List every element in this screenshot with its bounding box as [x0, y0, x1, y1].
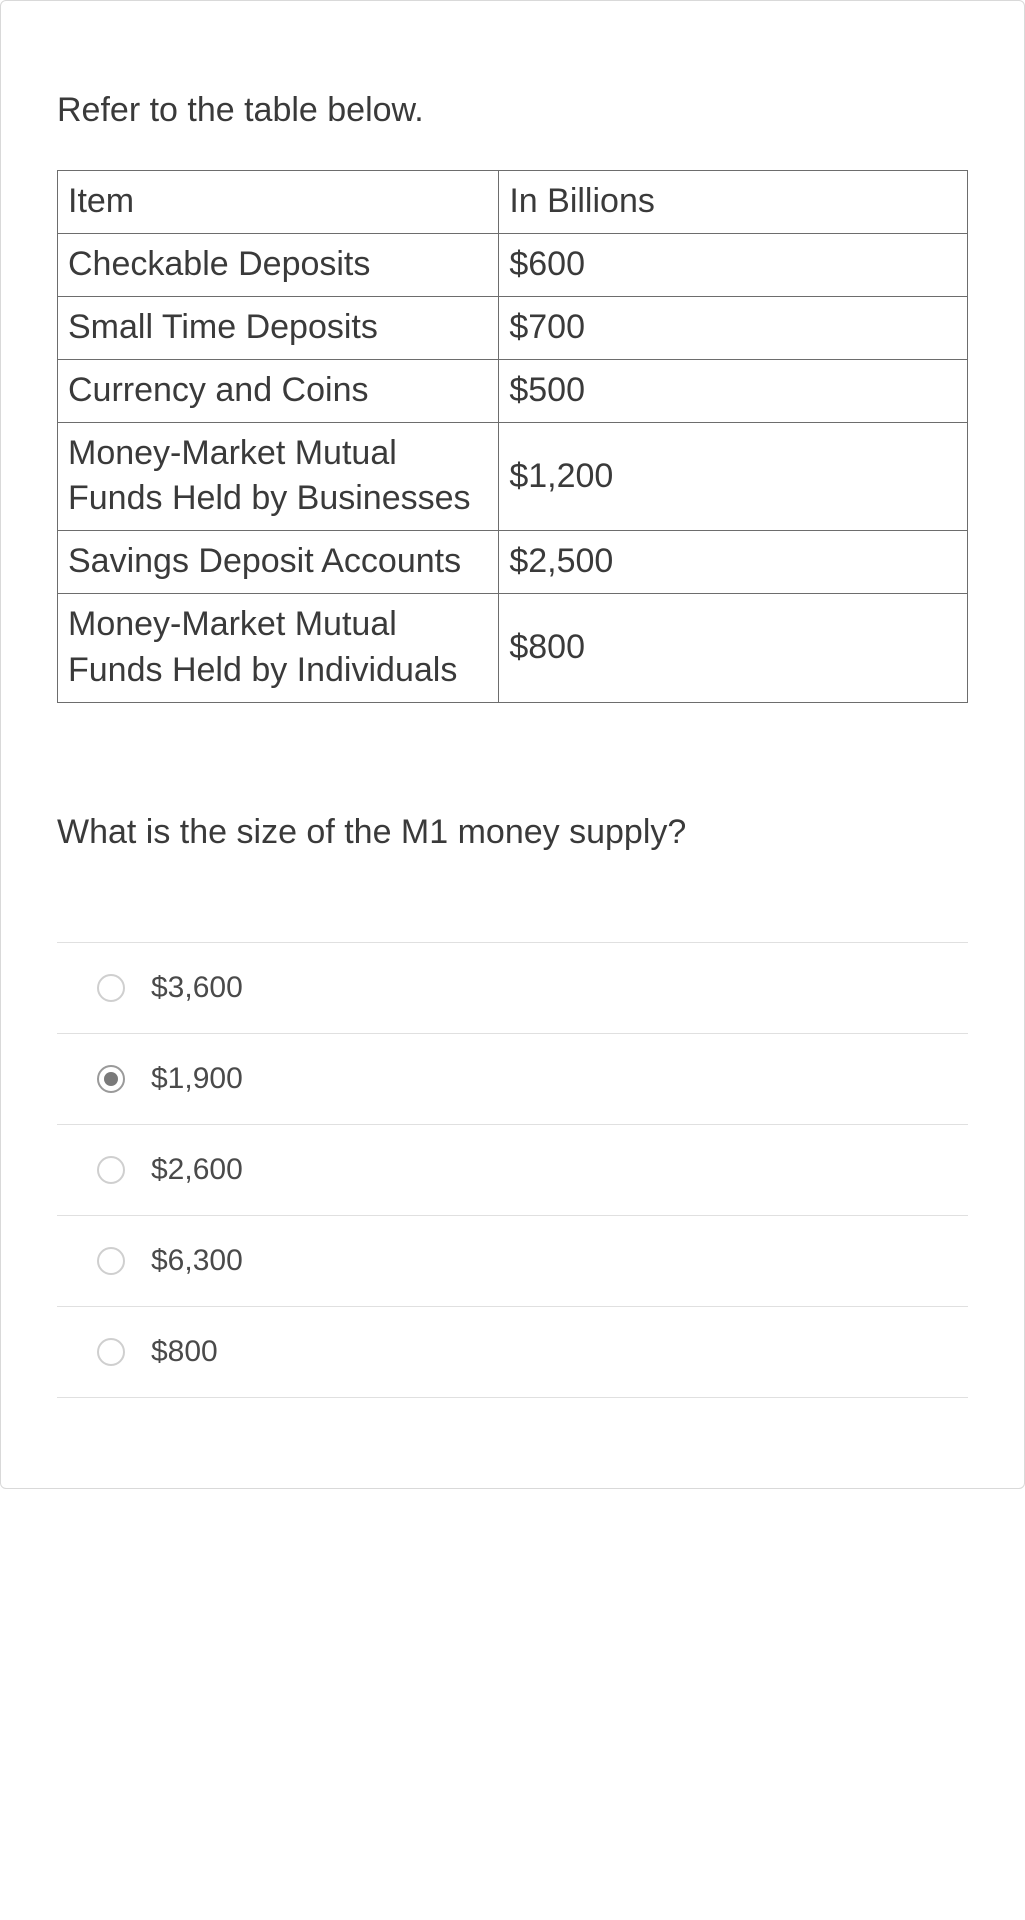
- table-cell-value: $700: [499, 296, 968, 359]
- answer-option[interactable]: $1,900: [57, 1034, 968, 1125]
- table-cell-value: $1,200: [499, 422, 968, 531]
- answer-option[interactable]: $6,300: [57, 1216, 968, 1307]
- table-cell-value: $2,500: [499, 531, 968, 594]
- table-cell-item: Checkable Deposits: [58, 233, 499, 296]
- option-label: $800: [151, 1335, 218, 1369]
- table-cell-item: Small Time Deposits: [58, 296, 499, 359]
- table-cell-item: Money-Market Mutual Funds Held by Indivi…: [58, 594, 499, 703]
- answer-option[interactable]: $2,600: [57, 1125, 968, 1216]
- table-row: Item In Billions: [58, 171, 968, 234]
- table-row: Checkable Deposits $600: [58, 233, 968, 296]
- table-row: Small Time Deposits $700: [58, 296, 968, 359]
- table-header-value: In Billions: [499, 171, 968, 234]
- table-cell-item: Savings Deposit Accounts: [58, 531, 499, 594]
- table-cell-item: Currency and Coins: [58, 359, 499, 422]
- answer-option[interactable]: $800: [57, 1307, 968, 1398]
- table-row: Money-Market Mutual Funds Held by Busine…: [58, 422, 968, 531]
- intro-text: Refer to the table below.: [57, 91, 968, 130]
- answer-options: $3,600 $1,900 $2,600 $6,300 $800: [57, 942, 968, 1398]
- data-table: Item In Billions Checkable Deposits $600…: [57, 170, 968, 703]
- radio-icon: [97, 1338, 125, 1366]
- question-text: What is the size of the M1 money supply?: [57, 813, 968, 852]
- table-row: Currency and Coins $500: [58, 359, 968, 422]
- table-cell-value: $800: [499, 594, 968, 703]
- table-row: Money-Market Mutual Funds Held by Indivi…: [58, 594, 968, 703]
- table-row: Savings Deposit Accounts $2,500: [58, 531, 968, 594]
- radio-icon: [97, 1247, 125, 1275]
- radio-icon: [97, 974, 125, 1002]
- table-header-item: Item: [58, 171, 499, 234]
- option-label: $3,600: [151, 971, 243, 1005]
- radio-icon: [97, 1156, 125, 1184]
- table-cell-value: $600: [499, 233, 968, 296]
- radio-icon: [97, 1065, 125, 1093]
- option-label: $1,900: [151, 1062, 243, 1096]
- table-cell-item: Money-Market Mutual Funds Held by Busine…: [58, 422, 499, 531]
- answer-option[interactable]: $3,600: [57, 943, 968, 1034]
- option-label: $6,300: [151, 1244, 243, 1278]
- table-cell-value: $500: [499, 359, 968, 422]
- option-label: $2,600: [151, 1153, 243, 1187]
- question-card: Refer to the table below. Item In Billio…: [0, 0, 1025, 1489]
